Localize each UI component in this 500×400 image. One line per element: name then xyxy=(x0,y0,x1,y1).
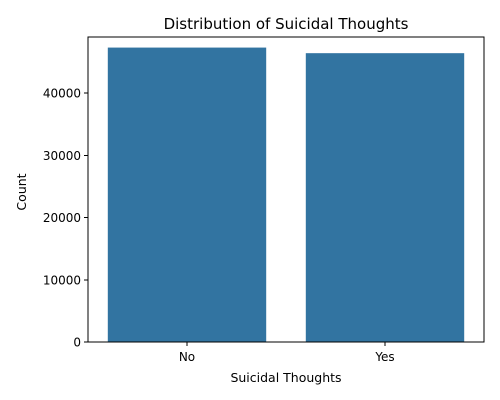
y-tick-label: 20000 xyxy=(43,211,81,225)
y-ticks-group: 0 10000 20000 30000 40000 xyxy=(43,87,88,350)
x-ticks-group: No Yes xyxy=(179,342,395,364)
bars-group xyxy=(107,47,465,343)
y-axis-label: Count xyxy=(14,173,29,210)
x-tick-label-no: No xyxy=(179,350,195,364)
bar-yes xyxy=(305,53,465,343)
plot-frame xyxy=(87,36,485,343)
x-tick-label-yes: Yes xyxy=(374,350,394,364)
y-tick-label: 30000 xyxy=(43,149,81,163)
y-tick-label: 0 xyxy=(73,336,81,350)
chart-title: Distribution of Suicidal Thoughts xyxy=(164,15,409,33)
axes-spines xyxy=(87,36,485,343)
x-axis-label: Suicidal Thoughts xyxy=(230,370,341,385)
y-tick-label: 10000 xyxy=(43,273,81,287)
bar-no xyxy=(107,47,267,342)
y-tick-label: 40000 xyxy=(43,87,81,101)
